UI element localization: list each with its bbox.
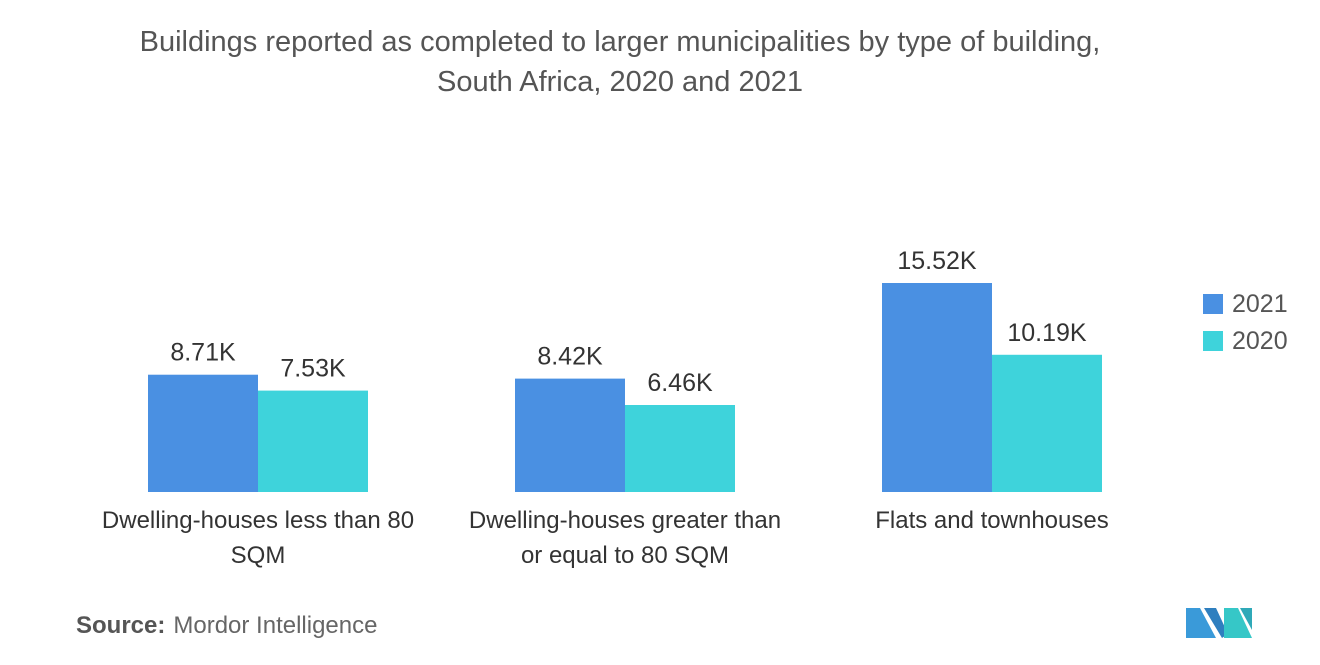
category-label-1-line-0: Dwelling-houses greater than <box>469 507 781 534</box>
legend-swatch-2020 <box>1203 331 1223 351</box>
mordor-intelligence-logo-icon <box>1186 608 1252 638</box>
source-text: Mordor Intelligence <box>173 612 378 639</box>
category-label-0-line-1: SQM <box>231 542 286 569</box>
legend-label-2021: 2021 <box>1232 290 1288 318</box>
bar-2021-2 <box>882 283 992 492</box>
data-label-2021-1: 8.42K <box>537 343 603 371</box>
category-label-1-line-1: or equal to 80 SQM <box>521 542 729 569</box>
data-label-2020-0: 7.53K <box>280 355 346 383</box>
bar-2021-1 <box>515 378 625 492</box>
bar-2020-0 <box>258 390 368 492</box>
bar-2020-1 <box>625 405 735 492</box>
legend-label-2020: 2020 <box>1232 327 1288 355</box>
bar-2021-0 <box>148 374 258 492</box>
source-note: Source: Mordor Intelligence <box>76 612 377 640</box>
data-label-2020-2: 10.19K <box>1007 319 1087 347</box>
bar-2020-2 <box>992 354 1102 492</box>
source-label: Source: <box>76 612 166 639</box>
chart-title-line-2: South Africa, 2020 and 2021 <box>436 66 803 98</box>
data-label-2020-1: 6.46K <box>647 369 713 397</box>
chart-title-line-1: Buildings reported as completed to large… <box>139 26 1101 58</box>
legend-swatch-2021 <box>1203 294 1223 314</box>
category-label-2-line-0: Flats and townhouses <box>875 507 1108 534</box>
data-label-2021-0: 8.71K <box>170 339 236 367</box>
chart-title: Buildings reported as completed to large… <box>0 22 1240 102</box>
category-label-0-line-0: Dwelling-houses less than 80 <box>102 507 414 534</box>
data-label-2021-2: 15.52K <box>897 247 977 275</box>
